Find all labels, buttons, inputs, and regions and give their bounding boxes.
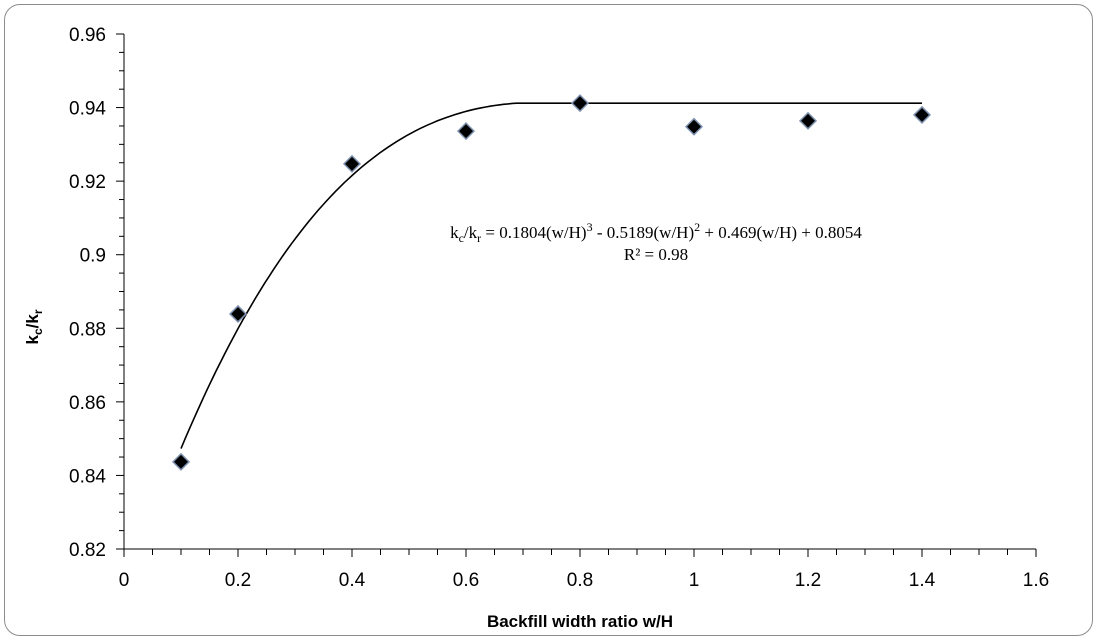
data-point [570, 94, 590, 113]
x-tick-label: 1.2 [795, 570, 821, 591]
y-tick-label: 0.88 [69, 319, 106, 340]
y-tick-label: 0.82 [69, 540, 106, 561]
trendline [180, 102, 922, 449]
chart-frame [4, 4, 1093, 636]
data-point [798, 111, 818, 130]
data-point [912, 105, 932, 124]
data-point [456, 122, 476, 141]
data-point [684, 117, 704, 136]
x-tick-label: 0.4 [339, 570, 366, 591]
x-axis-title: Backfill width ratio w/H [487, 612, 673, 631]
x-ticks: 0 0.2 0.4 0.6 0.8 1 1.2 1.4 1.6 [119, 549, 1049, 591]
y-tick-label: 0.84 [69, 466, 106, 487]
data-point [171, 452, 191, 471]
x-tick-label: 1.4 [909, 570, 936, 591]
y-axis-title: kc/kr [23, 309, 45, 344]
x-tick-label: 0.8 [567, 570, 593, 591]
data-point [342, 154, 362, 173]
x-tick-label: 0.6 [453, 570, 479, 591]
r-squared-label: R² = 0.98 [624, 245, 688, 264]
x-tick-label: 1.6 [1023, 570, 1049, 591]
y-tick-label: 0.86 [69, 393, 106, 414]
y-tick-label: 0.94 [69, 99, 106, 120]
y-tick-label: 0.96 [69, 25, 106, 46]
y-tick-label: 0.9 [80, 246, 106, 267]
y-ticks: 0.82 0.84 0.86 0.88 0.9 0.92 0.94 0.96 [69, 25, 124, 561]
x-tick-label: 1 [689, 570, 700, 591]
data-points [171, 94, 932, 471]
y-tick-label: 0.92 [69, 172, 106, 193]
equation-label: kc/kr = 0.1804(w/H)3 - 0.5189(w/H)2 + 0.… [450, 220, 862, 245]
x-tick-label: 0 [119, 570, 130, 591]
data-point [228, 304, 248, 323]
x-tick-label: 0.2 [225, 570, 251, 591]
